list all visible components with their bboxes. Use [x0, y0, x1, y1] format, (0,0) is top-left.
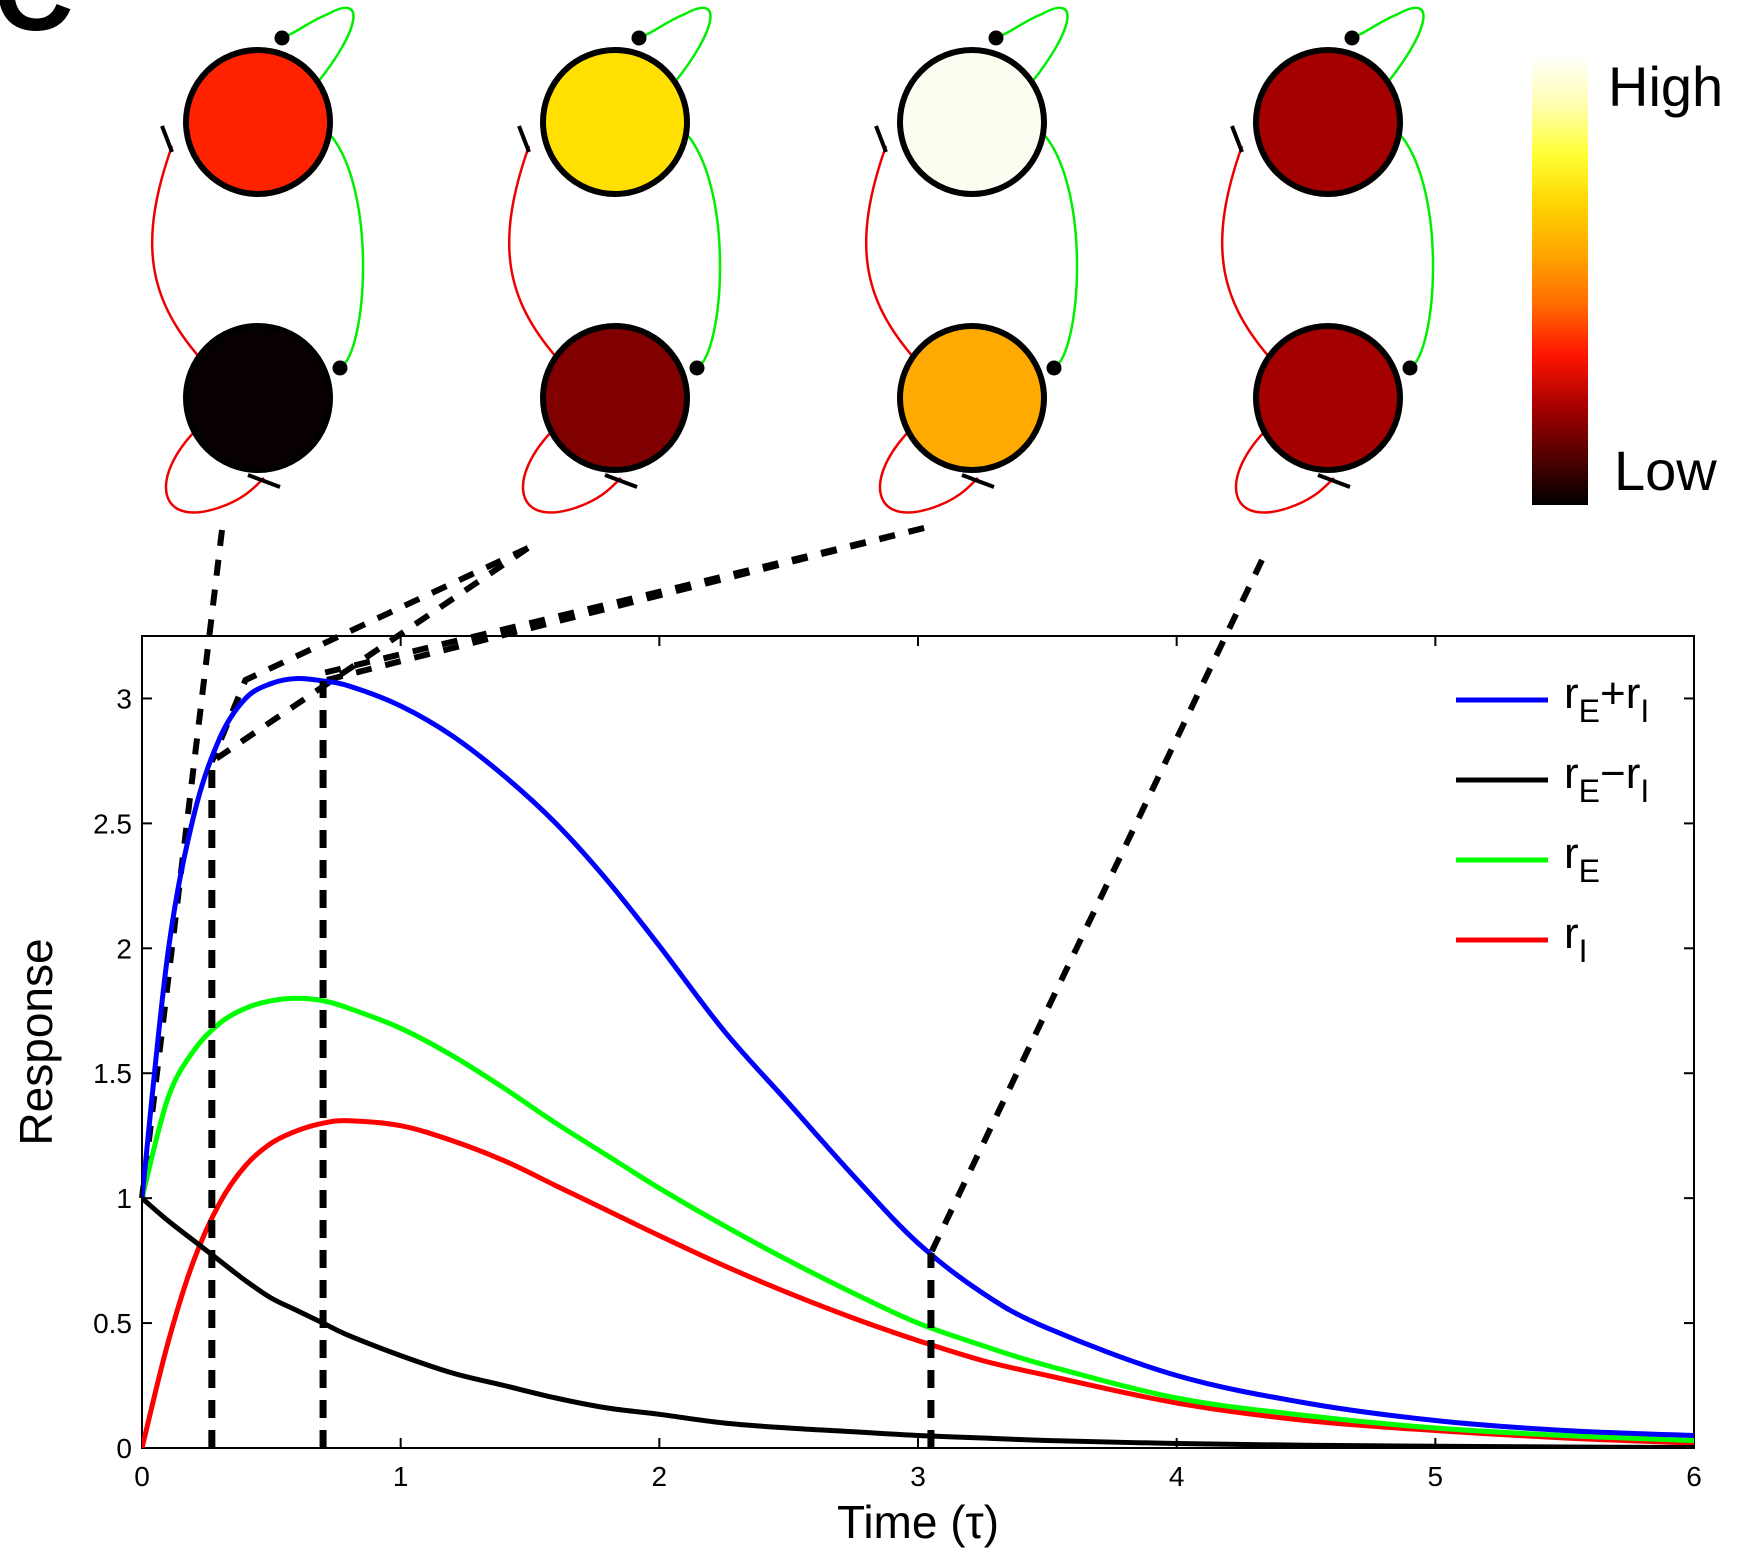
network-3 [864, 6, 1079, 514]
network-2 [507, 6, 722, 514]
y-tick-label: 3 [116, 683, 132, 714]
synapse-dot [274, 30, 290, 46]
y-tick-label: 1.5 [93, 1058, 132, 1089]
excitatory-link [325, 129, 365, 370]
excitatory-node [897, 47, 1047, 197]
inhibitory-node [1253, 323, 1403, 473]
excitatory-node [1253, 47, 1403, 197]
axis-ticks: 0 1 2 3 4 5 6 0 0.5 1 1.5 2 2.5 3 [93, 636, 1702, 1492]
colorbar-low-label: Low [1614, 439, 1717, 502]
y-tick-label: 1 [116, 1183, 132, 1214]
inhibitory-self-loop [164, 427, 265, 514]
network-4 [1220, 6, 1435, 514]
synapse-dot [1402, 360, 1418, 376]
connector-line [210, 545, 530, 765]
x-tick-label: 6 [1686, 1461, 1702, 1492]
colorbar-high-label: High [1608, 55, 1723, 118]
legend-label: rE [1564, 829, 1600, 889]
excitatory-self-loop [638, 6, 712, 83]
connector-line [928, 558, 1265, 1255]
network-diagrams [150, 6, 1435, 514]
connector-line [322, 525, 925, 676]
synapse-dot [332, 360, 348, 376]
inhibitory-self-loop [521, 427, 622, 514]
series-lines [142, 675, 1694, 1448]
inhibitory-link [1220, 145, 1271, 359]
inhibitory-link [150, 145, 201, 359]
excitatory-node [183, 47, 333, 197]
inhibitory-link [507, 145, 558, 359]
y-tick-label: 2.5 [93, 808, 132, 839]
colorbar: High Low [1532, 55, 1723, 505]
plot-frame [141, 635, 1695, 1449]
y-tick-label: 2 [116, 933, 132, 964]
series-line-3 [142, 995, 1694, 1443]
inhibitory-self-loop [878, 427, 979, 514]
legend-label: rI [1564, 909, 1588, 969]
synapse-dot [1344, 30, 1360, 46]
inhibitory-bar [1317, 473, 1351, 489]
inhibitory-node [540, 323, 690, 473]
inhibitory-bar [160, 125, 174, 153]
inhibitory-bar [247, 473, 281, 489]
synapse-dot [1046, 360, 1062, 376]
x-tick-label: 1 [393, 1461, 409, 1492]
x-tick-label: 3 [910, 1461, 926, 1492]
x-tick-label: 4 [1169, 1461, 1185, 1492]
excitatory-self-loop [1351, 6, 1425, 83]
series-line-2 [142, 1196, 1694, 1448]
inhibitory-bar [874, 125, 888, 153]
y-tick-label: 0 [116, 1433, 132, 1464]
network-1 [150, 6, 365, 514]
legend-label: rE+rI [1564, 669, 1649, 729]
panel-letter: C [0, 0, 73, 54]
inhibitory-bar [604, 473, 638, 489]
synapse-dot [689, 360, 705, 376]
time-markers [208, 680, 935, 1448]
colorbar-bar [1532, 55, 1588, 505]
excitatory-link [1039, 129, 1079, 370]
inhibitory-bar [517, 125, 531, 153]
inhibitory-node [897, 323, 1047, 473]
inhibitory-bar [1230, 125, 1244, 153]
excitatory-self-loop [281, 6, 355, 83]
excitatory-self-loop [995, 6, 1069, 83]
synapse-dot [988, 30, 1004, 46]
inhibitory-self-loop [1234, 427, 1335, 514]
inhibitory-node [183, 323, 333, 473]
series-line-1 [142, 675, 1694, 1438]
inhibitory-link [864, 145, 915, 359]
legend: rE+rI rE−rI rE rI [1456, 669, 1649, 969]
x-tick-label: 5 [1428, 1461, 1444, 1492]
y-axis-title: Response [10, 938, 62, 1145]
excitatory-node [540, 47, 690, 197]
x-axis-title: Time (τ) [837, 1496, 999, 1548]
excitatory-link [682, 129, 722, 370]
y-tick-label: 0.5 [93, 1308, 132, 1339]
excitatory-link [1395, 129, 1435, 370]
series-line-4 [142, 1118, 1694, 1448]
legend-label: rE−rI [1564, 749, 1649, 809]
synapse-dot [631, 30, 647, 46]
x-tick-label: 2 [652, 1461, 668, 1492]
x-tick-label: 0 [134, 1461, 150, 1492]
line-chart: 0 1 2 3 4 5 6 0 0.5 1 1.5 2 2.5 3 rE+rI rE−rI rE rI Time… [10, 635, 1702, 1548]
inhibitory-bar [961, 473, 995, 489]
